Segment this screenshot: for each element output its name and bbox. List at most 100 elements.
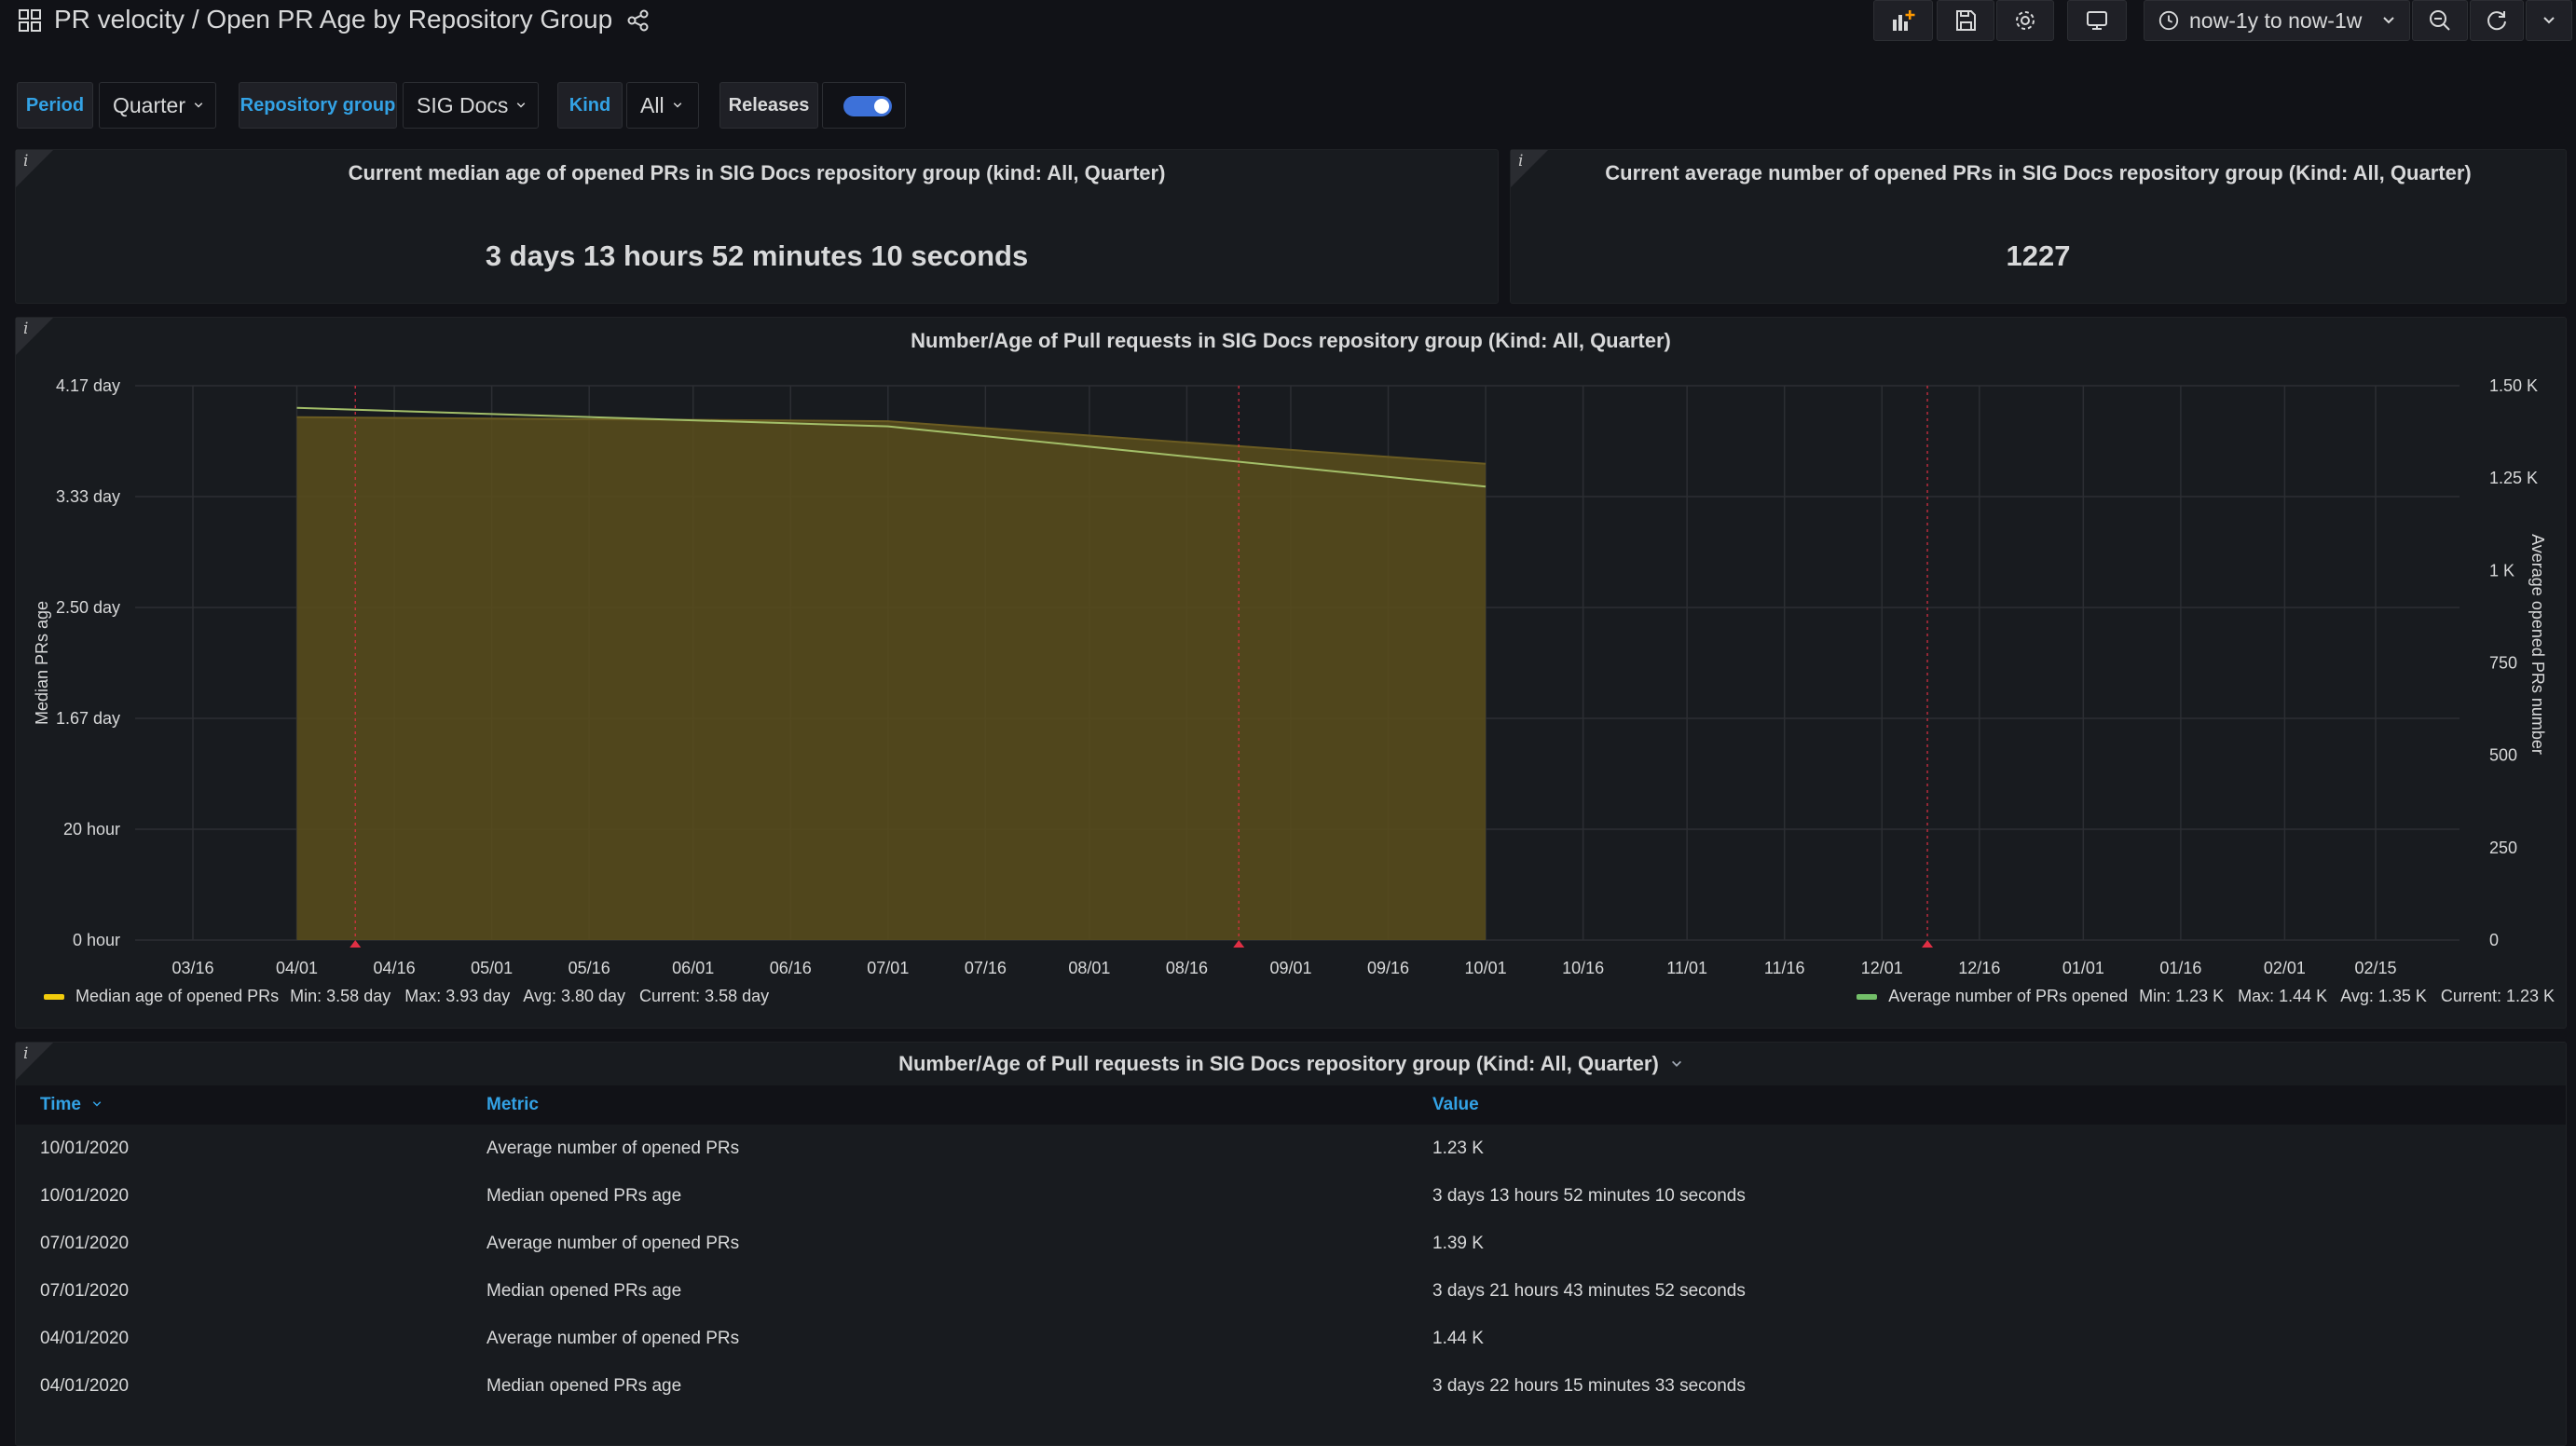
legend-swatch	[44, 993, 64, 1000]
cell-time: 04/01/2020	[40, 1329, 130, 1348]
column-header-value[interactable]: Value	[1432, 1095, 1479, 1114]
chevron-down-icon	[2383, 17, 2394, 24]
cell-metric: Average number of opened PRs	[486, 1139, 740, 1158]
stat-panel-median-age: i Current median age of opened PRs in SI…	[15, 149, 1499, 304]
table-header: Time Metric Value	[16, 1085, 2566, 1125]
settings-icon	[2016, 11, 2035, 30]
tv-mode-button[interactable]	[2067, 0, 2127, 41]
y-right-tick-label: 1.25 K	[2489, 469, 2538, 487]
stat-panel-title[interactable]: Current median age of opened PRs in SIG …	[348, 161, 1166, 184]
refresh-interval-dropdown[interactable]	[2526, 0, 2572, 41]
variable-select-repository-group[interactable]: SIG Docs	[403, 82, 539, 129]
legend-item-median-age[interactable]: Median age of opened PRs Min: 3.58 day M…	[44, 987, 769, 1006]
panel-info-corner[interactable]	[16, 318, 53, 355]
table-row: 07/01/2020 Average number of opened PRs 1.…	[16, 1220, 2566, 1267]
cell-value: 3 days 21 hours 43 minutes 52 seconds	[1432, 1281, 1746, 1301]
y-right-tick-label: 1.50 K	[2489, 376, 2538, 395]
y-right-axis-title: Average opened PRs number	[2528, 534, 2547, 755]
cell-value: 1.44 K	[1432, 1329, 1484, 1348]
x-tick-label: 10/01	[1465, 959, 1507, 977]
table-panel: i Number/Age of Pull requests in SIG Doc…	[15, 1042, 2567, 1446]
template-variables: Period Quarter Repository group SIG Docs…	[0, 80, 2576, 132]
timeseries-chart[interactable]: 4.17 day 3.33 day 2.50 day 1.67 day 20 hour 0…	[16, 318, 2568, 1030]
panel-info-corner[interactable]	[1511, 150, 1548, 187]
series-line-average-number[interactable]	[296, 406, 1487, 488]
variable-label-releases: Releases	[719, 82, 818, 129]
x-tick-label: 09/16	[1367, 959, 1409, 977]
y-left-tick-label: 1.67 day	[56, 709, 120, 728]
cell-value: 1.39 K	[1432, 1234, 1484, 1253]
save-dashboard-button[interactable]	[1937, 0, 1994, 41]
cell-metric: Median opened PRs age	[486, 1186, 682, 1206]
chevron-down-icon	[517, 102, 526, 108]
release-annotation-marker[interactable]	[1233, 940, 1245, 948]
panel-info-corner[interactable]	[16, 1043, 53, 1080]
x-tick-label: 01/01	[2062, 959, 2104, 977]
info-icon[interactable]: i	[23, 1044, 29, 1063]
add-panel-button[interactable]	[1873, 0, 1933, 41]
dashboard-grid-icon[interactable]	[18, 8, 42, 33]
variable-value-period: Quarter	[113, 92, 185, 117]
cell-metric: Average number of opened PRs	[486, 1329, 740, 1348]
y-left-tick-label: 20 hour	[63, 820, 120, 839]
cell-value: 1.23 K	[1432, 1139, 1484, 1158]
zoom-out-button[interactable]	[2412, 0, 2468, 41]
share-icon[interactable]	[626, 8, 651, 33]
chevron-down-icon	[673, 102, 681, 108]
release-annotation-marker[interactable]	[1922, 940, 1934, 948]
toggle-track	[843, 96, 892, 116]
release-annotation-marker[interactable]	[349, 940, 362, 948]
graph-panel-title[interactable]: Number/Age of Pull requests in SIG Docs …	[911, 329, 1671, 352]
chevron-down-icon	[2543, 17, 2555, 24]
legend-series-name: Average number of PRs opened	[1888, 987, 2129, 1005]
x-tick-label: 11/01	[1666, 959, 1707, 977]
variable-label-kind: Kind	[557, 82, 623, 129]
table-row: 04/01/2020 Median opened PRs age 3 days 22…	[16, 1362, 2566, 1410]
y-left-tick-label: 2.50 day	[56, 598, 120, 617]
x-tick-label: 02/15	[2354, 959, 2396, 977]
y-left-tick-label: 3.33 day	[56, 487, 120, 506]
table-panel-title[interactable]: Number/Age of Pull requests in SIG Docs …	[16, 1052, 2566, 1076]
dashboard-settings-button[interactable]	[1996, 0, 2054, 41]
x-tick-label: 04/16	[374, 959, 416, 977]
x-tick-label: 12/01	[1861, 959, 1903, 977]
tv-mode-icon	[2087, 11, 2107, 30]
x-tick-label: 05/16	[569, 959, 610, 977]
zoom-out-icon	[2430, 10, 2450, 31]
variable-select-period[interactable]: Quarter	[99, 82, 216, 129]
stat-panel-title[interactable]: Current average number of opened PRs in …	[1605, 161, 2472, 184]
y-left-tick-label: 4.17 day	[56, 376, 120, 395]
cell-metric: Median opened PRs age	[486, 1281, 682, 1301]
table-title-text: Number/Age of Pull requests in SIG Docs …	[898, 1052, 1659, 1075]
panel-info-corner[interactable]	[16, 150, 53, 187]
y-right-tick-label: 1 K	[2489, 561, 2514, 580]
variable-value-repository-group: SIG Docs	[417, 92, 509, 117]
x-tick-label: 06/01	[672, 959, 714, 977]
chevron-down-icon	[194, 102, 203, 108]
variable-select-kind[interactable]: All	[626, 82, 699, 129]
releases-toggle[interactable]	[822, 82, 906, 129]
refresh-button[interactable]	[2470, 0, 2524, 41]
x-tick-label: 08/16	[1166, 959, 1208, 977]
time-range-label: now-1y to now-1w	[2189, 7, 2363, 33]
cell-metric: Median opened PRs age	[486, 1376, 682, 1396]
series-area-median-age[interactable]	[296, 416, 1487, 940]
info-icon[interactable]: i	[23, 320, 29, 338]
column-header-time[interactable]: Time	[40, 1085, 103, 1125]
x-tick-label: 03/16	[171, 959, 213, 977]
info-icon[interactable]: i	[1518, 152, 1524, 171]
column-header-metric[interactable]: Metric	[486, 1095, 539, 1114]
x-tick-label: 12/16	[1958, 959, 2000, 977]
column-header-label: Time	[40, 1095, 82, 1114]
table-row: 07/01/2020 Median opened PRs age 3 days 21…	[16, 1267, 2566, 1315]
dashboard-title[interactable]: PR velocity / Open PR Age by Repository …	[54, 5, 613, 34]
cell-value: 3 days 22 hours 15 minutes 33 seconds	[1432, 1376, 1746, 1396]
info-icon[interactable]: i	[23, 152, 29, 171]
y-left-axis-title: Median PRs age	[33, 601, 51, 725]
cell-time: 04/01/2020	[40, 1376, 130, 1396]
cell-time: 10/01/2020	[40, 1186, 130, 1206]
legend-item-average-number[interactable]: Average number of PRs opened Min: 1.23 K…	[1857, 987, 2555, 1006]
time-range-picker[interactable]: now-1y to now-1w	[2144, 0, 2410, 41]
x-tick-label: 09/01	[1269, 959, 1311, 977]
series-line-median-age[interactable]	[296, 416, 1487, 465]
